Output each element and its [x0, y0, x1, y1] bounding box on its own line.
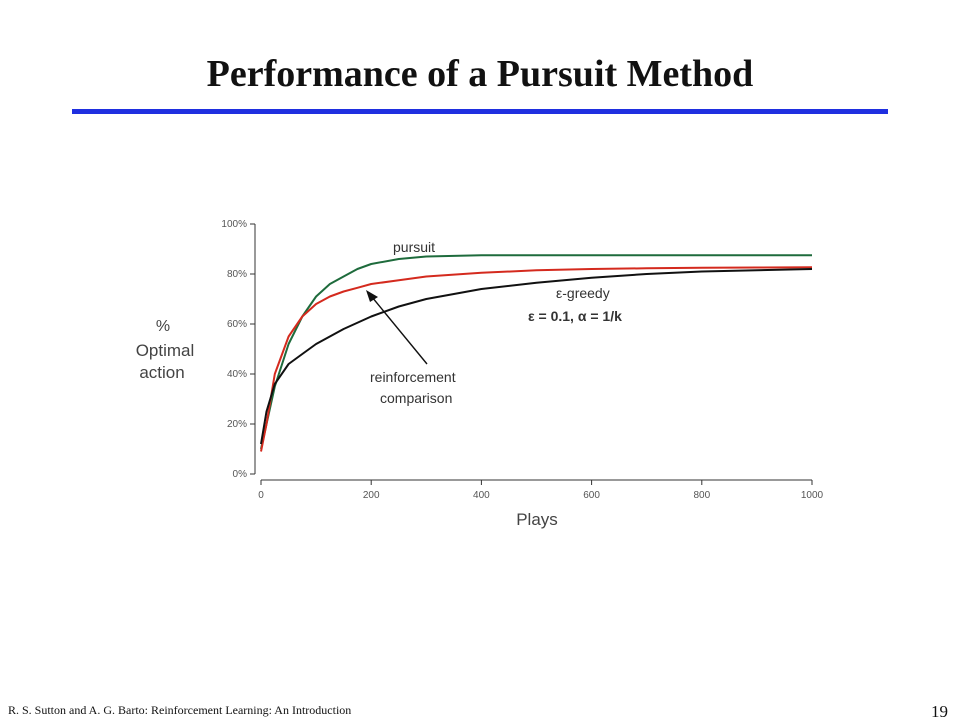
- y-tick-label: 60%: [227, 319, 247, 330]
- series-line-epsilon_greedy: [260, 268, 813, 445]
- x-axis-label: Plays: [516, 510, 558, 529]
- y-axis-label-action: action: [139, 363, 184, 382]
- y-axis-label-optimal: Optimal: [136, 341, 195, 360]
- x-axis-ticks: 0 200 400 600 800 1000: [258, 480, 824, 501]
- pursuit-performance-chart: 0 200 400 600 800 1000 0% 20% 40% 60% 80% 100% Pla…: [136, 219, 824, 529]
- title-underline: [72, 109, 888, 114]
- series-lines: [260, 254, 813, 452]
- y-tick-label: 80%: [227, 269, 247, 280]
- series-line-pursuit: [260, 254, 812, 450]
- x-tick-label: 1000: [801, 490, 824, 501]
- y-axis-label-percent: %: [156, 318, 170, 335]
- series-line-reinforcement_comparison: [260, 266, 813, 452]
- annotation-epsilon-greedy: ε-greedy: [556, 285, 610, 301]
- x-tick-label: 400: [473, 490, 490, 501]
- chart-axes: [254, 224, 812, 481]
- y-tick-label: 20%: [227, 419, 247, 430]
- x-tick-label: 800: [693, 490, 710, 501]
- y-tick-label: 0%: [233, 469, 248, 480]
- y-tick-label: 40%: [227, 369, 247, 380]
- annotation-comparison: comparison: [380, 390, 452, 406]
- annotation-epsilon-params: ε = 0.1, α = 1/k: [528, 308, 622, 324]
- x-tick-label: 600: [583, 490, 600, 501]
- y-axis-ticks: 0% 20% 40% 60% 80% 100%: [221, 219, 255, 480]
- annotation-arrow: [366, 290, 428, 365]
- slide-title: Performance of a Pursuit Method: [206, 53, 754, 95]
- annotation-reinforcement: reinforcement: [370, 369, 456, 385]
- annotation-pursuit: pursuit: [393, 239, 435, 255]
- page-number: 19: [931, 702, 948, 721]
- x-tick-label: 0: [258, 490, 264, 501]
- y-tick-label: 100%: [221, 219, 247, 230]
- x-tick-label: 200: [363, 490, 380, 501]
- footer-citation: R. S. Sutton and A. G. Barto: Reinforcem…: [8, 703, 352, 717]
